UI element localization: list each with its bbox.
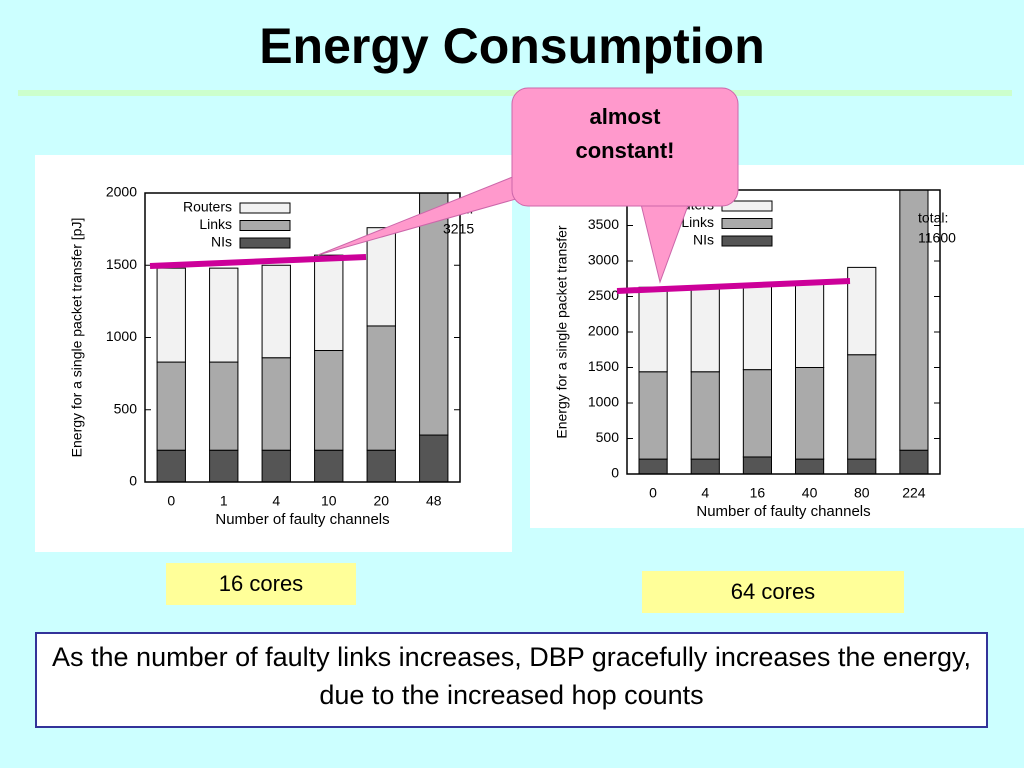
bar-segment (742, 284, 773, 371)
legend-swatch (239, 202, 291, 214)
y-tick-label: 1500 (106, 256, 137, 272)
bar-segment (847, 354, 877, 460)
callout-box (511, 87, 739, 207)
bar-segment (742, 369, 773, 458)
bar-segment (156, 361, 186, 451)
bar-segment (261, 449, 291, 482)
legend-label: NIs (693, 232, 714, 248)
x-tick-label: 224 (902, 485, 926, 501)
bar-segment (847, 266, 877, 356)
callout-holder: almost constant! (575, 104, 675, 163)
x-tick-label: 4 (701, 485, 709, 501)
bar-segment (690, 458, 720, 474)
y-tick-label: 1000 (106, 328, 137, 344)
annotation: 11600 (918, 230, 956, 246)
x-tick-label: 48 (426, 493, 442, 509)
bar-segment (899, 190, 929, 451)
bar-segment (209, 361, 239, 451)
legend-swatch (239, 220, 291, 231)
bar-segment (690, 286, 720, 373)
x-tick-label: 20 (373, 493, 389, 509)
y-tick-label: 1000 (588, 394, 619, 410)
legend-label: Links (199, 216, 232, 232)
bar-segment (209, 449, 239, 482)
bar-segment (314, 449, 344, 482)
bar-segment (366, 227, 396, 327)
bars (156, 193, 449, 482)
bar-segment (156, 449, 186, 482)
x-axis-label: Number of faulty channels (215, 511, 389, 528)
bars (638, 190, 929, 474)
bar-segment (366, 449, 396, 482)
bar-segment (794, 367, 825, 460)
annotation: total: (918, 210, 948, 226)
bar-segment (847, 458, 877, 474)
y-tick-label: 3000 (588, 252, 619, 268)
legend-label: Links (681, 214, 714, 230)
legend-swatch (239, 237, 291, 249)
bar-segment (366, 325, 396, 451)
y-axis-label: Energy for a single packet transfer [pJ] (69, 218, 85, 458)
plot-frame (626, 189, 941, 475)
x-axis-label: Number of faulty channels (696, 503, 870, 520)
bar-segment (742, 456, 773, 474)
y-tick-label: 0 (611, 465, 619, 481)
x-tick-label: 16 (750, 485, 766, 501)
bar-segment (690, 371, 720, 460)
bar-segment (261, 264, 291, 359)
trend-line (616, 278, 851, 294)
y-axis-label: Energy for a single packet transfer (554, 225, 570, 439)
annotation: 3215 (443, 221, 474, 237)
x-tick-label: 1 (220, 493, 228, 509)
bar-segment (638, 286, 668, 373)
x-tick-label: 80 (854, 485, 870, 501)
y-tick-label: 0 (129, 473, 137, 489)
x-tick-label: 40 (802, 485, 818, 501)
summary-text: As the number of faulty links increases,… (35, 632, 988, 728)
bar-segment (638, 371, 668, 460)
bar-segment (314, 254, 344, 352)
x-tick-label: 0 (649, 485, 657, 501)
legend-swatch (721, 235, 773, 247)
bar-segment (156, 267, 186, 363)
legend-swatch (721, 218, 773, 229)
bar-segment (419, 434, 449, 482)
bar-segment (638, 458, 668, 474)
legend-label: NIs (211, 234, 232, 250)
x-tick-label: 10 (321, 493, 337, 509)
chart-panel (530, 165, 1024, 528)
bar-segment (794, 282, 825, 369)
x-tick-label: 4 (272, 493, 280, 509)
y-tick-label: 500 (596, 429, 620, 445)
trend-line (149, 254, 367, 269)
plot-frame (144, 192, 461, 483)
y-tick-label: 500 (114, 400, 138, 416)
bar-segment (314, 350, 344, 451)
bar-segment (261, 357, 291, 451)
bar-segment (899, 449, 929, 474)
bar-segment (794, 458, 825, 474)
legend-label: Routers (183, 199, 232, 215)
bar-segment (419, 193, 449, 436)
callout-text: almost constant! (575, 104, 675, 163)
bar-segment (209, 267, 239, 363)
caption: 64 cores (642, 571, 904, 613)
y-tick-label: 2000 (588, 323, 619, 339)
y-tick-label: 1500 (588, 358, 619, 374)
y-tick-label: 2000 (106, 184, 137, 200)
caption: 16 cores (166, 563, 356, 605)
y-tick-label: 3500 (588, 216, 619, 232)
x-tick-label: 0 (167, 493, 175, 509)
slide-title: Energy Consumption (259, 18, 765, 74)
y-tick-label: 2500 (588, 287, 619, 303)
